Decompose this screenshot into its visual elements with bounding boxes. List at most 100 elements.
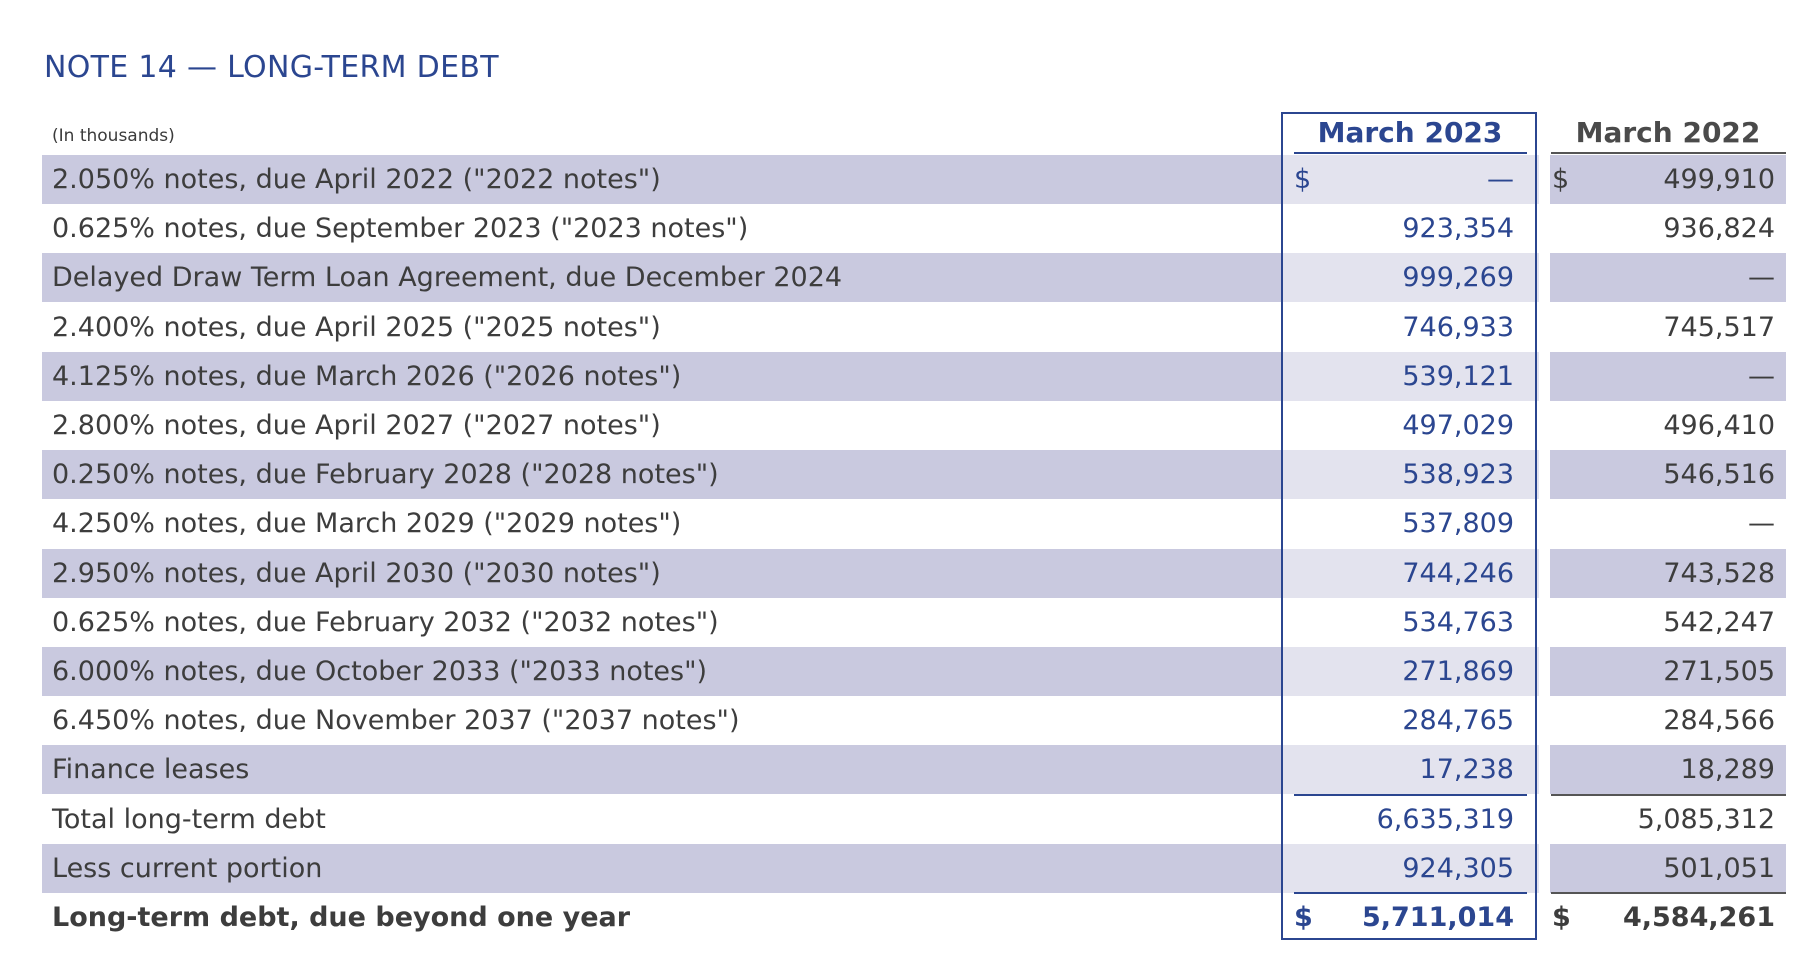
value-march-2023: 538,923 xyxy=(1402,459,1514,491)
table-row: 2.400% notes, due April 2025 ("2025 note… xyxy=(42,302,1786,352)
value-march-2022: 743,528 xyxy=(1663,557,1775,589)
column-gap xyxy=(1539,351,1550,401)
value-march-2023: 284,765 xyxy=(1402,705,1514,737)
table-row: Finance leases 17,238 18,289 xyxy=(42,745,1786,795)
table-row: 0.625% notes, due September 2023 ("2023 … xyxy=(42,204,1786,254)
column-gap xyxy=(1539,843,1550,893)
value-march-2022: — xyxy=(1748,508,1775,540)
currency-sign-2022: $ xyxy=(1552,164,1570,195)
column-gap xyxy=(1539,302,1550,352)
subtotal-rule xyxy=(1551,794,1786,796)
value-march-2023: 534,763 xyxy=(1402,606,1514,638)
row-label: 2.800% notes, due April 2027 ("2027 note… xyxy=(52,410,661,441)
table-row: Delayed Draw Term Loan Agreement, due De… xyxy=(42,253,1786,303)
row-shading-highlight xyxy=(1281,253,1539,303)
value-march-2023: 497,029 xyxy=(1402,410,1514,441)
table-row: 4.250% notes, due March 2029 ("2029 note… xyxy=(42,499,1786,549)
column-gap xyxy=(1539,597,1550,647)
table-row: 4.125% notes, due March 2026 ("2026 note… xyxy=(42,351,1786,401)
column-gap xyxy=(1539,696,1550,746)
row-label: 6.450% notes, due November 2037 ("2037 n… xyxy=(52,705,740,737)
row-shading-highlight xyxy=(1281,843,1539,893)
value-march-2022: 501,051 xyxy=(1663,852,1775,884)
column-header-march-2023: March 2023 xyxy=(1317,116,1503,149)
table-row: 0.625% notes, due February 2032 ("2032 n… xyxy=(42,597,1786,647)
value-march-2023: 746,933 xyxy=(1402,311,1514,343)
column-gap xyxy=(1539,647,1550,696)
table-row: 6.450% notes, due November 2037 ("2037 n… xyxy=(42,696,1786,746)
table-row: Long-term debt, due beyond one year $5,71… xyxy=(42,893,1786,942)
column-gap xyxy=(1539,253,1550,303)
table-row: 2.800% notes, due April 2027 ("2027 note… xyxy=(42,401,1786,450)
value-march-2022: 546,516 xyxy=(1663,459,1775,491)
value-march-2023: 999,269 xyxy=(1402,262,1514,294)
column-header-march-2022: March 2022 xyxy=(1575,116,1761,149)
row-shading-highlight xyxy=(1281,450,1539,500)
page-title: NOTE 14 — LONG-TERM DEBT xyxy=(44,50,499,85)
value-march-2023: 923,354 xyxy=(1402,213,1514,245)
current-year-highlight-box xyxy=(1281,112,1537,940)
table-row: 6.000% notes, due October 2033 ("2033 no… xyxy=(42,647,1786,696)
value-march-2022: 936,824 xyxy=(1663,213,1775,245)
row-label: 2.950% notes, due April 2030 ("2030 note… xyxy=(52,557,661,589)
value-march-2022: 745,517 xyxy=(1663,311,1775,343)
row-shading-highlight xyxy=(1281,155,1539,204)
table-row: 0.250% notes, due February 2028 ("2028 n… xyxy=(42,450,1786,500)
row-shading-highlight xyxy=(1281,351,1539,401)
table-row: Less current portion 924,305 501,051 xyxy=(42,843,1786,893)
currency-sign-2023: $ xyxy=(1294,164,1312,195)
column-gap xyxy=(1539,450,1550,500)
value-march-2022: 271,505 xyxy=(1663,656,1775,687)
table-row: Total long-term debt 6,635,319 5,085,312 xyxy=(42,794,1786,844)
value-march-2022: 542,247 xyxy=(1663,606,1775,638)
row-label: 2.050% notes, due April 2022 ("2022 note… xyxy=(52,164,661,195)
row-label: 0.625% notes, due February 2032 ("2032 n… xyxy=(52,606,719,638)
column-gap xyxy=(1539,204,1550,254)
column-gap xyxy=(1539,155,1550,204)
currency-sign-2022: $ xyxy=(1552,902,1571,933)
value-march-2023: 5,711,014 xyxy=(1361,902,1514,933)
units-note: (In thousands) xyxy=(52,126,175,146)
value-march-2023: — xyxy=(1487,164,1514,195)
table-row: 2.950% notes, due April 2030 ("2030 note… xyxy=(42,548,1786,598)
column-gap xyxy=(1539,499,1550,549)
row-label: Delayed Draw Term Loan Agreement, due De… xyxy=(52,262,843,294)
row-label: 4.125% notes, due March 2026 ("2026 note… xyxy=(52,360,682,392)
value-march-2023: 539,121 xyxy=(1402,360,1514,392)
column-gap xyxy=(1539,401,1550,450)
column-gap xyxy=(1539,745,1550,795)
row-label: Total long-term debt xyxy=(52,803,326,835)
row-label: Long-term debt, due beyond one year xyxy=(52,902,631,933)
row-label: 4.250% notes, due March 2029 ("2029 note… xyxy=(52,508,682,540)
value-march-2022: 18,289 xyxy=(1680,754,1775,786)
column-header-underline xyxy=(1551,152,1786,154)
value-march-2022: — xyxy=(1748,360,1775,392)
row-label: 0.250% notes, due February 2028 ("2028 n… xyxy=(52,459,719,491)
column-gap xyxy=(1539,548,1550,598)
total-rule xyxy=(1551,892,1786,894)
column-header-underline xyxy=(1294,152,1527,154)
currency-sign-2023: $ xyxy=(1294,902,1313,933)
row-label: Less current portion xyxy=(52,852,323,884)
value-march-2022: 284,566 xyxy=(1663,705,1775,737)
subtotal-rule xyxy=(1294,794,1527,796)
value-march-2022: 499,910 xyxy=(1663,164,1775,195)
row-label: 2.400% notes, due April 2025 ("2025 note… xyxy=(52,311,661,343)
value-march-2022: 496,410 xyxy=(1663,410,1775,441)
column-gap xyxy=(1539,893,1550,942)
table-row: 2.050% notes, due April 2022 ("2022 note… xyxy=(42,155,1786,204)
row-shading-highlight xyxy=(1281,548,1539,598)
value-march-2023: 744,246 xyxy=(1402,557,1514,589)
value-march-2022: — xyxy=(1748,262,1775,294)
row-shading-highlight xyxy=(1281,647,1539,696)
total-rule xyxy=(1294,892,1527,894)
value-march-2023: 6,635,319 xyxy=(1376,803,1514,835)
column-gap xyxy=(1539,794,1550,844)
row-label: Finance leases xyxy=(52,754,250,786)
row-label: 0.625% notes, due September 2023 ("2023 … xyxy=(52,213,749,245)
value-march-2023: 924,305 xyxy=(1402,852,1514,884)
row-label: 6.000% notes, due October 2033 ("2033 no… xyxy=(52,656,708,687)
value-march-2023: 17,238 xyxy=(1419,754,1514,786)
value-march-2023: 271,869 xyxy=(1402,656,1514,687)
row-shading-highlight xyxy=(1281,745,1539,795)
